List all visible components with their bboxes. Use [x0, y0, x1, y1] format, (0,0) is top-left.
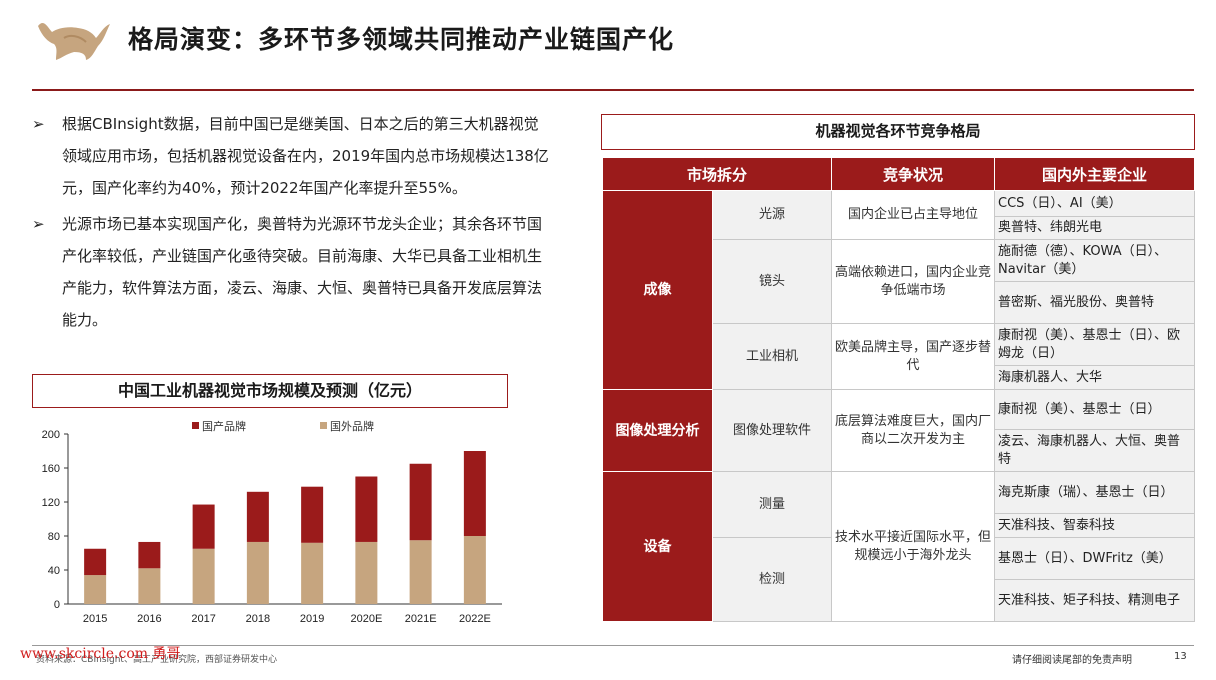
comp-light: 国内企业已占主导地位: [831, 190, 996, 240]
sub-camera: 工业相机: [711, 323, 833, 390]
sub-measure: 测量: [711, 471, 833, 538]
sub-lens: 镜头: [711, 239, 833, 324]
table-row: 奥普特、纬朗光电: [603, 216, 1196, 240]
page-number: 13: [1174, 651, 1187, 662]
legend-swatch: [192, 422, 199, 429]
x-tick-label: 2015: [83, 613, 107, 625]
bar-segment: [246, 491, 269, 542]
table-header-row: 市场拆分 竞争状况 国内外主要企业: [601, 157, 1196, 191]
sub-software: 图像处理软件: [711, 389, 833, 472]
header-competition: 竞争状况: [831, 157, 996, 191]
sub-inspect: 检测: [711, 537, 833, 622]
y-tick-label: 120: [42, 497, 60, 509]
bar-segment: [138, 541, 161, 569]
company-cell: 天准科技、智泰科技: [994, 513, 1196, 538]
y-tick-label: 40: [48, 565, 60, 577]
y-tick-label: 0: [54, 599, 60, 611]
bullet-item: ➢ 根据CBInsight数据，目前中国已是继美国、日本之后的第三大机器视觉领域…: [32, 108, 552, 204]
bar-segment: [246, 541, 269, 604]
bar-segment: [301, 542, 324, 604]
comp-camera: 欧美品牌主导，国产逐步替代: [831, 323, 996, 390]
bar-segment: [138, 568, 161, 604]
market-size-chart: 0 40 80 120 160 200 2015 2016 2017 2018 2019 2020E 2…: [42, 419, 502, 625]
footer-divider: [32, 645, 1194, 646]
y-tick-label: 200: [42, 429, 60, 441]
company-cell: 凌云、海康机器人、大恒、奥普特: [994, 429, 1196, 472]
table-row: 设备 测量 技术水平接近国际水平，但规模远小于海外龙头 海克斯康（瑞）、基恩士（…: [602, 471, 1196, 622]
chart-title: 中国工业机器视觉市场规模及预测（亿元）: [32, 374, 508, 408]
company-cell: 海康机器人、大华: [994, 365, 1196, 390]
bullet-text: 光源市场已基本实现国产化，奥普特为光源环节龙头企业；其余各环节国产化率较低，产业…: [62, 215, 543, 329]
x-tick-label: 2016: [137, 613, 161, 625]
x-tick-label: 2018: [246, 613, 270, 625]
page-title: 格局演变：多环节多领域共同推动产业链国产化: [128, 25, 675, 54]
bar-segment: [355, 541, 378, 604]
company-cell: 普密斯、福光股份、奥普特: [994, 281, 1196, 324]
category-imaging: 成像: [602, 190, 713, 390]
legend-swatch: [320, 422, 327, 429]
sub-light: 光源: [711, 190, 833, 240]
category-equipment: 设备: [602, 471, 713, 622]
bullet-text: 根据CBInsight数据，目前中国已是继美国、日本之后的第三大机器视觉领域应用…: [62, 115, 549, 197]
bar-segment: [409, 540, 432, 604]
bullet-arrow-icon: ➢: [32, 215, 45, 233]
x-tick-label: 2019: [300, 613, 324, 625]
competition-table: 市场拆分 竞争状况 国内外主要企业 成像 光源 国内企业已占主导地位 CCS（日…: [601, 157, 1196, 622]
bar-segment: [192, 548, 215, 604]
table-title: 机器视觉各环节竞争格局: [601, 114, 1195, 150]
table-row: 检测 基恩士（日）、DWFritz（美）: [603, 537, 1196, 622]
table-row: 成像 光源 国内企业已占主导地位 CCS（日）、AI（美）: [602, 190, 1196, 390]
company-cell: 天准科技、矩子科技、精测电子: [994, 579, 1196, 622]
comp-software: 底层算法难度巨大，国内厂商以二次开发为主: [831, 389, 996, 472]
company-cell: CCS（日）、AI（美）: [994, 190, 1196, 217]
category-processing: 图像处理分析: [602, 389, 713, 472]
company-cell: 奥普特、纬朗光电: [994, 216, 1196, 240]
watermark: www.skcircle.com 勇哥: [20, 646, 181, 662]
x-tick-label: 2021E: [405, 613, 437, 625]
company-cell: 康耐视（美）、基恩士（日）: [994, 389, 1196, 430]
bar-segment: [84, 548, 107, 576]
table-row: 海康机器人、大华: [603, 365, 1196, 390]
x-tick-label: 2020E: [350, 613, 382, 625]
legend-label: 国外品牌: [330, 419, 374, 433]
bar-segment: [409, 463, 432, 541]
bar-segment: [84, 575, 107, 604]
table-row: 凌云、海康机器人、大恒、奥普特: [603, 429, 1196, 472]
bar-segment: [301, 486, 324, 543]
company-cell: 海克斯康（瑞）、基恩士（日）: [994, 471, 1196, 514]
bar-segment: [463, 451, 486, 536]
x-tick-label: 2022E: [459, 613, 491, 625]
bar-segment: [355, 476, 378, 542]
bar-segment: [192, 504, 215, 549]
company-cell: 康耐视（美）、基恩士（日）、欧姆龙（日）: [994, 323, 1196, 366]
header-market-split: 市场拆分: [601, 157, 833, 191]
footer-source: 资料来源：CBInsight、高工产业研究院，西部证券研发中心: [36, 655, 277, 665]
footer-disclaimer[interactable]: 请仔细阅读尾部的免责声明: [1012, 655, 1132, 666]
y-tick-label: 160: [42, 463, 60, 475]
bar-segment: [463, 536, 486, 604]
y-tick-label: 80: [48, 531, 60, 543]
bullet-arrow-icon: ➢: [32, 115, 45, 133]
table-row: 普密斯、福光股份、奥普特: [603, 281, 1196, 324]
legend-label: 国产品牌: [202, 419, 246, 433]
title-divider: [32, 89, 1194, 91]
bull-logo-icon: [38, 22, 110, 60]
table-row: 工业相机 欧美品牌主导，国产逐步替代 康耐视（美）、基恩士（日）、欧姆龙（日）: [603, 323, 1196, 390]
company-cell: 施耐德（德）、KOWA（日）、Navitar（美）: [994, 239, 1196, 282]
table-row: 图像处理分析 图像处理软件 底层算法难度巨大，国内厂商以二次开发为主 康耐视（美…: [602, 389, 1196, 472]
x-tick-label: 2017: [191, 613, 215, 625]
table-row: 镜头 高端依赖进口，国内企业竞争低端市场 施耐德（德）、KOWA（日）、Navi…: [603, 239, 1196, 324]
company-cell: 基恩士（日）、DWFritz（美）: [994, 537, 1196, 580]
header-companies: 国内外主要企业: [994, 157, 1196, 191]
bullet-item: ➢ 光源市场已基本实现国产化，奥普特为光源环节龙头企业；其余各环节国产化率较低，…: [32, 208, 552, 336]
comp-lens: 高端依赖进口，国内企业竞争低端市场: [831, 239, 996, 324]
bullet-list: ➢ 根据CBInsight数据，目前中国已是继美国、日本之后的第三大机器视觉领域…: [32, 108, 552, 340]
table-row: 天准科技、矩子科技、精测电子: [603, 579, 1196, 622]
comp-equipment: 技术水平接近国际水平，但规模远小于海外龙头: [831, 471, 996, 622]
